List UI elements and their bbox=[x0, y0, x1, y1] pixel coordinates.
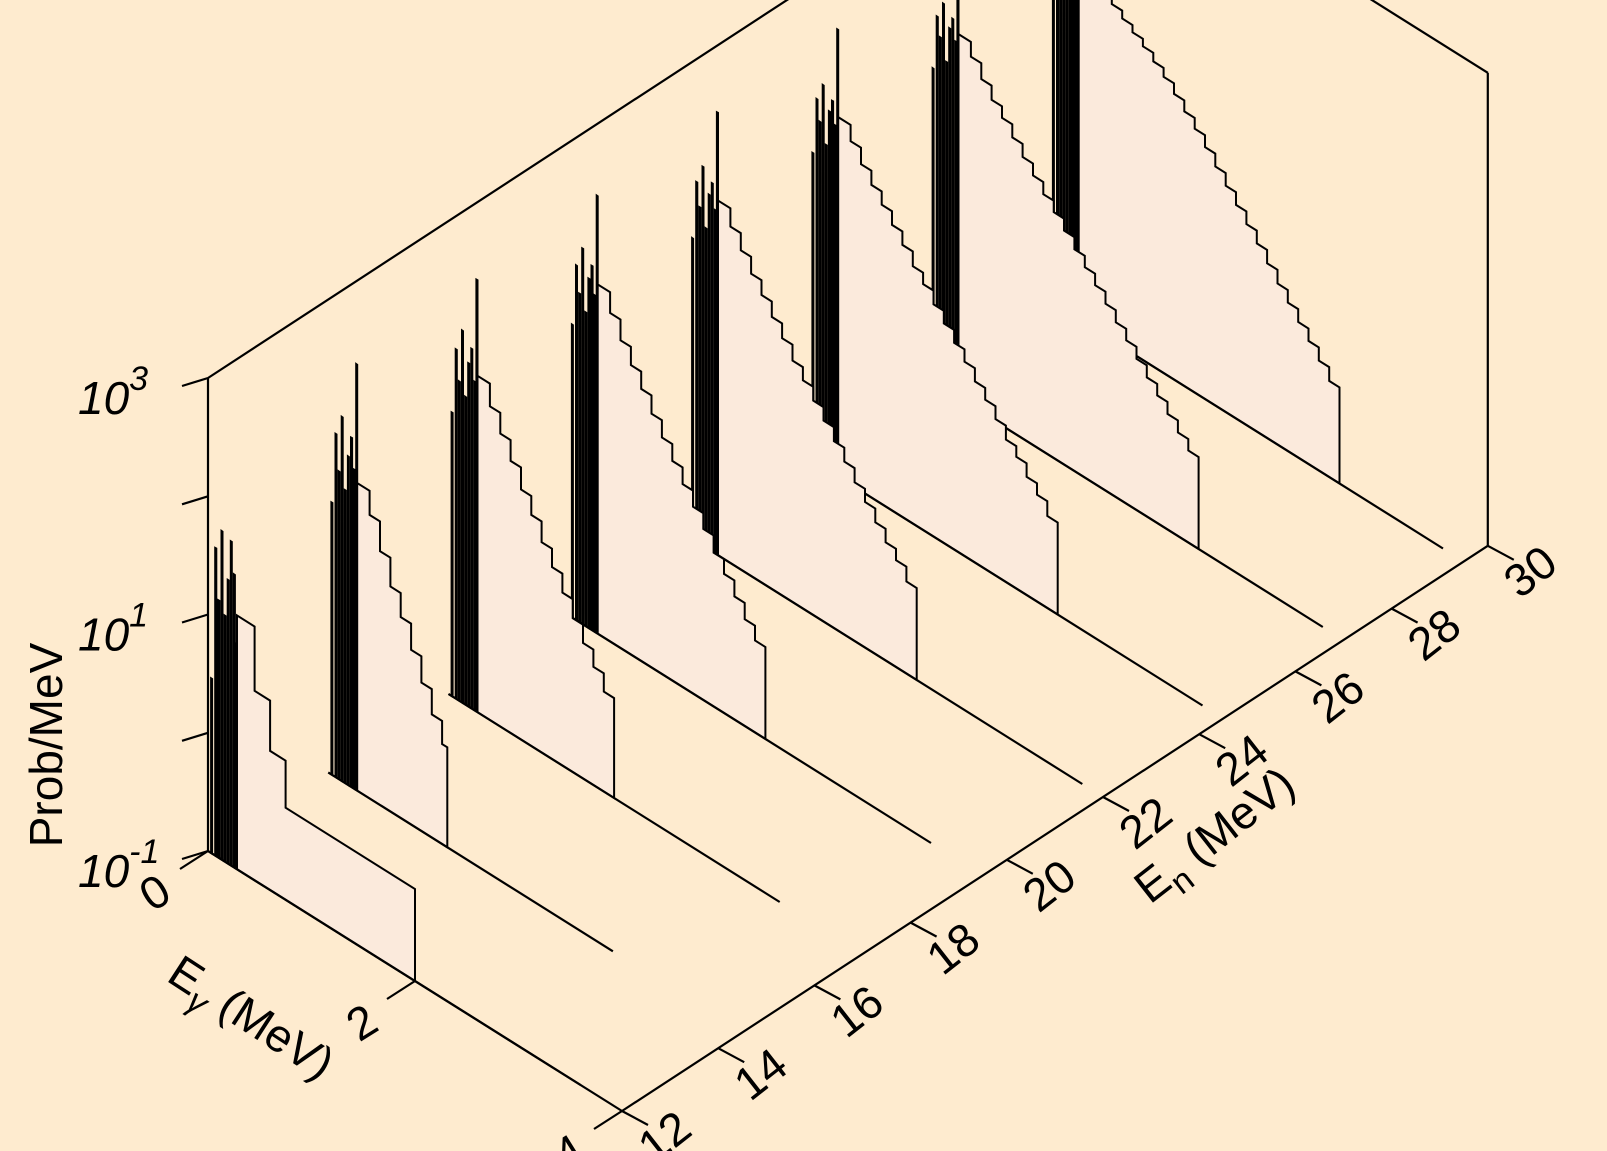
y-tick bbox=[717, 1047, 745, 1064]
y-tick-label: 12 bbox=[628, 1100, 700, 1151]
spectrum-en-12 bbox=[207, 528, 582, 1086]
x-tick bbox=[593, 1110, 623, 1130]
spectrum-baseline bbox=[688, 536, 1083, 785]
spectrum-baseline bbox=[808, 457, 1204, 707]
y-tick bbox=[1294, 670, 1322, 687]
spectrum-baseline bbox=[447, 693, 781, 903]
y-tick bbox=[813, 984, 841, 1001]
y-tick bbox=[1102, 796, 1130, 812]
y-tick-label: 26 bbox=[1302, 661, 1374, 733]
spectrum-baseline bbox=[327, 771, 614, 953]
spectrum-en-14.5 bbox=[327, 362, 614, 953]
y-axis-line bbox=[621, 544, 1489, 1112]
x-tick bbox=[179, 850, 209, 870]
y-tick bbox=[1006, 858, 1034, 875]
y-tick bbox=[1391, 607, 1419, 624]
spectra-group bbox=[207, 0, 1444, 1086]
z-tick bbox=[181, 613, 209, 624]
y-tick bbox=[1198, 733, 1226, 750]
spectrum-en-24.5 bbox=[808, 27, 1204, 707]
z-tick bbox=[181, 376, 209, 388]
z-tick-label: 101 bbox=[78, 597, 148, 661]
spectrum-baseline bbox=[568, 614, 932, 844]
z-tick-label: 103 bbox=[78, 360, 148, 424]
z-axis-label: Prob/MeV bbox=[20, 642, 72, 847]
y-tick-label: 16 bbox=[821, 975, 893, 1047]
y-tick-label: 28 bbox=[1398, 598, 1470, 670]
y-tick bbox=[910, 921, 938, 938]
y-tick-label: 18 bbox=[917, 912, 989, 984]
x-tick-label: 2 bbox=[337, 993, 386, 1051]
z-tick-label: 10-1 bbox=[78, 833, 159, 897]
spectrum-profile bbox=[808, 27, 1059, 617]
side-top-edge bbox=[1369, 0, 1489, 74]
x-axis-label: Eγ (MeV) bbox=[154, 945, 343, 1098]
y-tick bbox=[1487, 544, 1515, 561]
spectrum-profile bbox=[568, 193, 767, 741]
spectrum-profile bbox=[327, 362, 449, 850]
spectrum-profile bbox=[1049, 0, 1341, 486]
x-tick-label: 0 bbox=[130, 863, 179, 921]
spectrum-profile bbox=[928, 0, 1200, 551]
y-tick-label: 20 bbox=[1013, 849, 1085, 921]
spectrum-profile bbox=[207, 528, 416, 983]
y-tick-label: 14 bbox=[724, 1038, 796, 1110]
x-tick-label: 4 bbox=[544, 1123, 593, 1151]
back-top-edge bbox=[207, 0, 790, 379]
y-tick-label: 30 bbox=[1494, 535, 1566, 607]
y-tick bbox=[621, 1110, 649, 1126]
x-tick bbox=[386, 980, 416, 1000]
z-minor-tick bbox=[181, 495, 209, 506]
spectrum-en-19.5 bbox=[568, 193, 932, 844]
z-minor-tick bbox=[181, 731, 209, 742]
z-tick bbox=[181, 849, 209, 861]
spectrum-en-17 bbox=[447, 277, 781, 903]
spectrum-baseline bbox=[207, 850, 582, 1086]
